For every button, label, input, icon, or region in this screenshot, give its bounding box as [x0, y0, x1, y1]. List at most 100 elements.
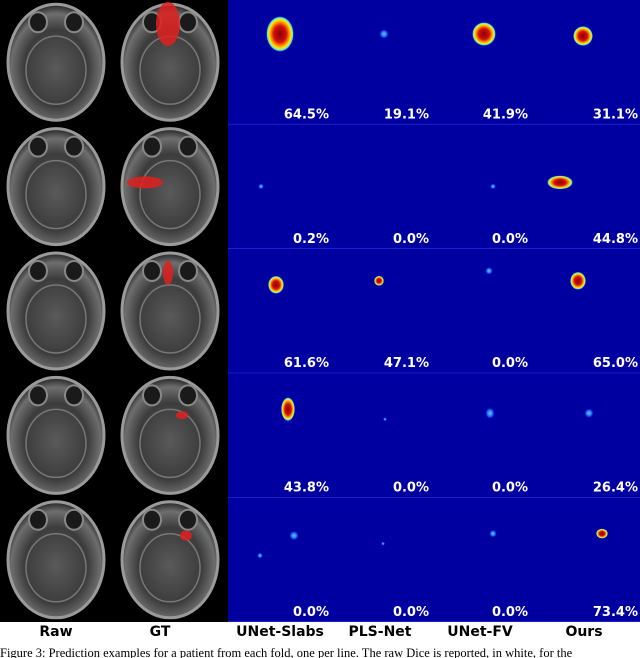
- dice-score-label: 0.0%: [492, 605, 528, 620]
- column-label-ours: Ours: [565, 624, 603, 640]
- brain-contour: [139, 284, 201, 354]
- dice-score-label: 26.4%: [593, 481, 638, 496]
- prediction-heatmap-panel: [331, 497, 431, 622]
- prediction-blob: [266, 16, 294, 52]
- dice-score-label: 0.0%: [393, 605, 429, 620]
- raw-mri-slice: [6, 500, 106, 620]
- dice-score-label: 0.0%: [492, 356, 528, 371]
- dice-score-label: 0.0%: [492, 232, 528, 247]
- dice-score-label: 65.0%: [593, 356, 638, 371]
- gt-segmentation-overlay: [176, 411, 188, 420]
- prediction-blob: [584, 408, 594, 419]
- prediction-heatmap-panel: [530, 0, 640, 125]
- prediction-blob: [281, 397, 295, 422]
- brain-contour: [25, 35, 87, 105]
- prediction-blob: [547, 175, 573, 190]
- gt-segmentation-overlay: [163, 260, 173, 285]
- column-labels: Raw GT UNet-Slabs PLS-Net UNet-FV Ours: [0, 624, 640, 644]
- prediction-blob: [381, 541, 385, 546]
- prediction-blob: [490, 183, 496, 190]
- orbit-right: [64, 260, 84, 282]
- prediction-blob: [379, 29, 389, 39]
- prediction-blob: [485, 266, 493, 275]
- gt-mri-slice: [120, 500, 220, 620]
- dice-score-label: 44.8%: [593, 232, 638, 247]
- gt-segmentation-overlay: [156, 2, 180, 46]
- prediction-blob: [258, 183, 264, 190]
- figure-row: 64.5% 19.1% 41.9% 31.1%: [6, 0, 640, 125]
- prediction-blob: [374, 275, 384, 286]
- dice-score-label: 61.6%: [284, 356, 329, 371]
- brain-contour: [25, 408, 87, 479]
- dice-score-label: 43.8%: [284, 481, 329, 496]
- orbit-left: [142, 508, 162, 531]
- dice-score-label: 0.0%: [492, 481, 528, 496]
- prediction-blob: [383, 417, 387, 422]
- brain-contour: [139, 159, 201, 230]
- prediction-blob: [489, 529, 497, 538]
- prediction-heatmap-panel: [331, 373, 431, 498]
- brain-contour: [139, 533, 201, 603]
- orbit-right: [64, 11, 84, 34]
- orbit-right: [64, 384, 84, 407]
- raw-mri-slice: [6, 375, 106, 495]
- dice-score-label: 0.0%: [393, 232, 429, 247]
- orbit-right: [178, 135, 198, 158]
- prediction-heatmap-panel: [431, 124, 530, 249]
- orbit-left: [142, 135, 162, 158]
- prediction-heatmap-panel: [431, 248, 530, 374]
- prediction-heatmap-panel: [431, 0, 530, 125]
- column-label-unet-fv: UNet-FV: [447, 624, 513, 640]
- prediction-blob: [257, 552, 263, 559]
- prediction-heatmap-panel: [228, 124, 331, 249]
- dice-score-label: 0.2%: [293, 232, 329, 247]
- dice-score-label: 73.4%: [593, 605, 638, 620]
- dice-score-label: 31.1%: [593, 107, 638, 122]
- prediction-blob: [472, 22, 496, 46]
- prediction-heatmap-panel: [331, 124, 431, 249]
- gt-segmentation-overlay: [180, 530, 192, 541]
- prediction-heatmap-panel: [530, 373, 640, 498]
- figure-row: 0.0% 0.0% 0.0% 73.4%: [6, 497, 640, 622]
- prediction-blob: [570, 271, 586, 290]
- column-label-unet-slabs: UNet-Slabs: [236, 624, 324, 640]
- prediction-heatmap-panel: [331, 0, 431, 125]
- prediction-blob: [289, 530, 299, 541]
- brain-contour: [25, 284, 87, 354]
- prediction-heatmap-panel: [530, 497, 640, 622]
- figure-row: 61.6% 47.1% 0.0% 65.0%: [6, 248, 640, 374]
- orbit-right: [64, 135, 84, 158]
- prediction-blob: [485, 407, 495, 420]
- figure-caption: Figure 3: Prediction examples for a pati…: [0, 646, 573, 658]
- brain-contour: [25, 159, 87, 230]
- dice-score-label: 64.5%: [284, 107, 329, 122]
- gt-segmentation-overlay: [127, 176, 163, 189]
- figure-row: 43.8% 0.0% 0.0% 26.4%: [6, 373, 640, 499]
- prediction-blob: [596, 528, 608, 539]
- prediction-heatmap-panel: [228, 248, 331, 374]
- orbit-left: [28, 135, 48, 158]
- prediction-figure: 64.5% 19.1% 41.9% 31.1%0.2% 0.0% 0.0% 44.8%61.…: [0, 0, 640, 622]
- prediction-heatmap-panel: [228, 373, 331, 498]
- dice-score-label: 0.0%: [293, 605, 329, 620]
- orbit-left: [142, 384, 162, 407]
- dice-score-label: 47.1%: [384, 356, 429, 371]
- raw-mri-slice: [6, 2, 106, 122]
- dice-score-label: 19.1%: [384, 107, 429, 122]
- prediction-heatmap-panel: [530, 124, 640, 249]
- orbit-left: [142, 260, 162, 282]
- orbit-left: [28, 508, 48, 531]
- column-label-gt: GT: [149, 624, 171, 640]
- prediction-heatmap-panel: [331, 248, 431, 374]
- prediction-blob: [268, 275, 284, 294]
- raw-mri-slice: [6, 127, 106, 247]
- brain-contour: [25, 533, 87, 603]
- prediction-heatmap-panel: [530, 248, 640, 374]
- orbit-right: [178, 11, 198, 34]
- orbit-right: [64, 508, 84, 531]
- prediction-heatmap-panel: [431, 497, 530, 622]
- orbit-left: [28, 260, 48, 282]
- raw-mri-slice: [6, 251, 106, 371]
- prediction-blob: [573, 26, 593, 46]
- gt-mri-slice: [120, 375, 220, 495]
